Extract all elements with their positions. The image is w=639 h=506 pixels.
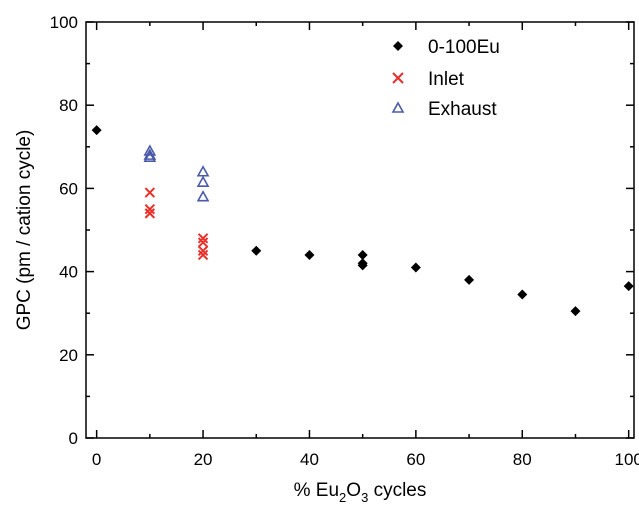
data-point-diamond xyxy=(623,281,634,292)
legend-marker-x xyxy=(392,72,404,84)
x-tick-label: 20 xyxy=(194,450,213,469)
data-point-triangle xyxy=(196,190,210,202)
x-axis-title-part: cycles xyxy=(368,480,426,501)
data-point-triangle xyxy=(143,148,157,160)
y-tick-label: 40 xyxy=(59,263,78,282)
legend-label: 0-100Eu xyxy=(428,37,500,58)
y-tick-label: 60 xyxy=(59,179,78,198)
x-tick-label: 0 xyxy=(92,450,101,469)
y-axis-title: GPC (pm / cation cycle) xyxy=(14,130,35,331)
axis-tick-labels: 0 20 40 60 80 100 0 20 40 60 80 100 xyxy=(50,13,639,469)
x-axis-title-subscript: 2 xyxy=(339,490,346,505)
data-point-triangle xyxy=(196,175,210,187)
x-axis-title-subscript: 3 xyxy=(361,490,368,505)
data-points xyxy=(91,125,634,317)
data-point-diamond xyxy=(251,245,262,256)
data-point-diamond xyxy=(464,274,475,285)
legend-marker-triangle xyxy=(391,101,405,113)
y-tick-label: 20 xyxy=(59,346,78,365)
x-tick-label: 60 xyxy=(406,450,425,469)
x-axis-title-part: O xyxy=(346,480,361,501)
data-point-diamond xyxy=(357,249,368,260)
legend-entry: 0-100Eu xyxy=(393,37,500,58)
legend-label: Inlet xyxy=(428,69,465,90)
data-point-x xyxy=(144,203,156,215)
y-tick-label: 0 xyxy=(69,429,78,448)
axis-ticks xyxy=(86,21,634,439)
legend: 0-100Eu Inlet Exhaust xyxy=(391,37,500,120)
data-point-x xyxy=(197,245,209,257)
data-point-diamond xyxy=(91,125,102,136)
legend-label: Exhaust xyxy=(428,99,497,120)
data-point-diamond xyxy=(304,249,315,260)
data-point-diamond xyxy=(410,262,421,273)
data-point-triangle xyxy=(196,165,210,177)
plot-frame xyxy=(85,21,635,439)
data-point-diamond xyxy=(517,289,528,300)
y-tick-label: 100 xyxy=(50,13,78,32)
legend-marker-diamond xyxy=(393,41,403,51)
data-point-diamond xyxy=(357,260,368,271)
data-point-x xyxy=(197,249,209,261)
data-point-diamond xyxy=(570,306,581,317)
data-point-triangle xyxy=(143,144,157,156)
x-tick-label: 100 xyxy=(614,450,639,469)
data-point-x xyxy=(144,208,156,219)
data-point-x xyxy=(197,233,209,244)
y-tick-label: 80 xyxy=(59,96,78,115)
data-point-x xyxy=(197,237,209,248)
x-tick-label: 80 xyxy=(513,450,532,469)
legend-entry: Exhaust xyxy=(391,99,497,120)
data-point-triangle xyxy=(143,150,157,162)
x-axis-title-part: % Eu xyxy=(294,480,339,501)
data-point-x xyxy=(144,187,156,198)
x-tick-label: 40 xyxy=(300,450,319,469)
legend-entry: Inlet xyxy=(392,69,465,90)
x-axis-title: % Eu2O3 cycles xyxy=(294,480,427,505)
